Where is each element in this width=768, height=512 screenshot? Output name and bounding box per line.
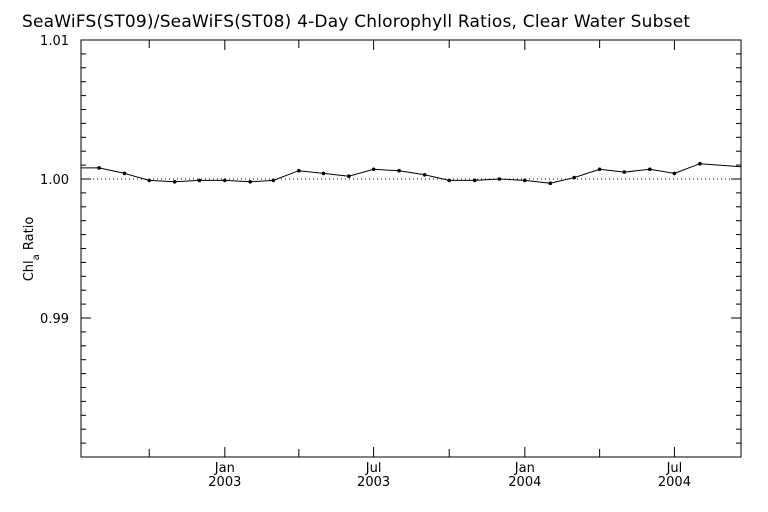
y-axis-label: Chla Ratio <box>22 217 42 282</box>
data-point <box>447 178 452 183</box>
data-point <box>472 178 477 183</box>
data-point <box>648 167 652 172</box>
x-tick-label-month: Jan <box>214 461 235 476</box>
data-point <box>172 180 177 184</box>
data-point <box>622 170 627 174</box>
x-tick-label-year: 2004 <box>508 475 541 490</box>
data-point <box>347 174 351 178</box>
data-point <box>371 167 376 172</box>
x-tick-label-month: Jul <box>365 461 382 476</box>
data-point <box>572 175 576 180</box>
data-point <box>321 171 326 176</box>
data-point <box>197 178 202 183</box>
chart-title: SeaWiFS(ST09)/SeaWiFS(ST08) 4-Day Chloro… <box>22 12 691 32</box>
data-point <box>422 173 427 177</box>
data-point <box>297 168 301 173</box>
data-point <box>122 171 127 176</box>
x-tick-label-year: 2004 <box>658 475 691 490</box>
data-point <box>698 161 702 166</box>
data-point <box>397 168 401 173</box>
x-tick-label-month: Jan <box>514 461 535 476</box>
y-tick-label: 0.99 <box>40 312 69 327</box>
data-point <box>248 180 253 184</box>
data-point <box>672 171 677 176</box>
data-point <box>523 178 527 183</box>
data-point <box>548 181 553 185</box>
y-tick-label: 1.00 <box>40 173 69 188</box>
y-tick-label: 1.01 <box>40 34 69 49</box>
series-line <box>81 163 742 184</box>
tick-labels-group: 0.991.001.01Jan2003Jul2003Jan2004Jul2004… <box>22 34 691 490</box>
data-point <box>497 177 502 181</box>
x-tick-label-year: 2003 <box>357 475 390 490</box>
data-point <box>597 167 602 172</box>
data-point <box>147 178 151 183</box>
x-tick-label-month: Jul <box>666 461 683 476</box>
plot-frame <box>80 39 742 458</box>
plot-border <box>80 39 742 458</box>
series-group <box>81 161 742 185</box>
x-tick-label-year: 2003 <box>208 475 241 490</box>
data-point <box>223 178 227 183</box>
data-point <box>97 166 101 170</box>
data-point <box>271 178 276 183</box>
